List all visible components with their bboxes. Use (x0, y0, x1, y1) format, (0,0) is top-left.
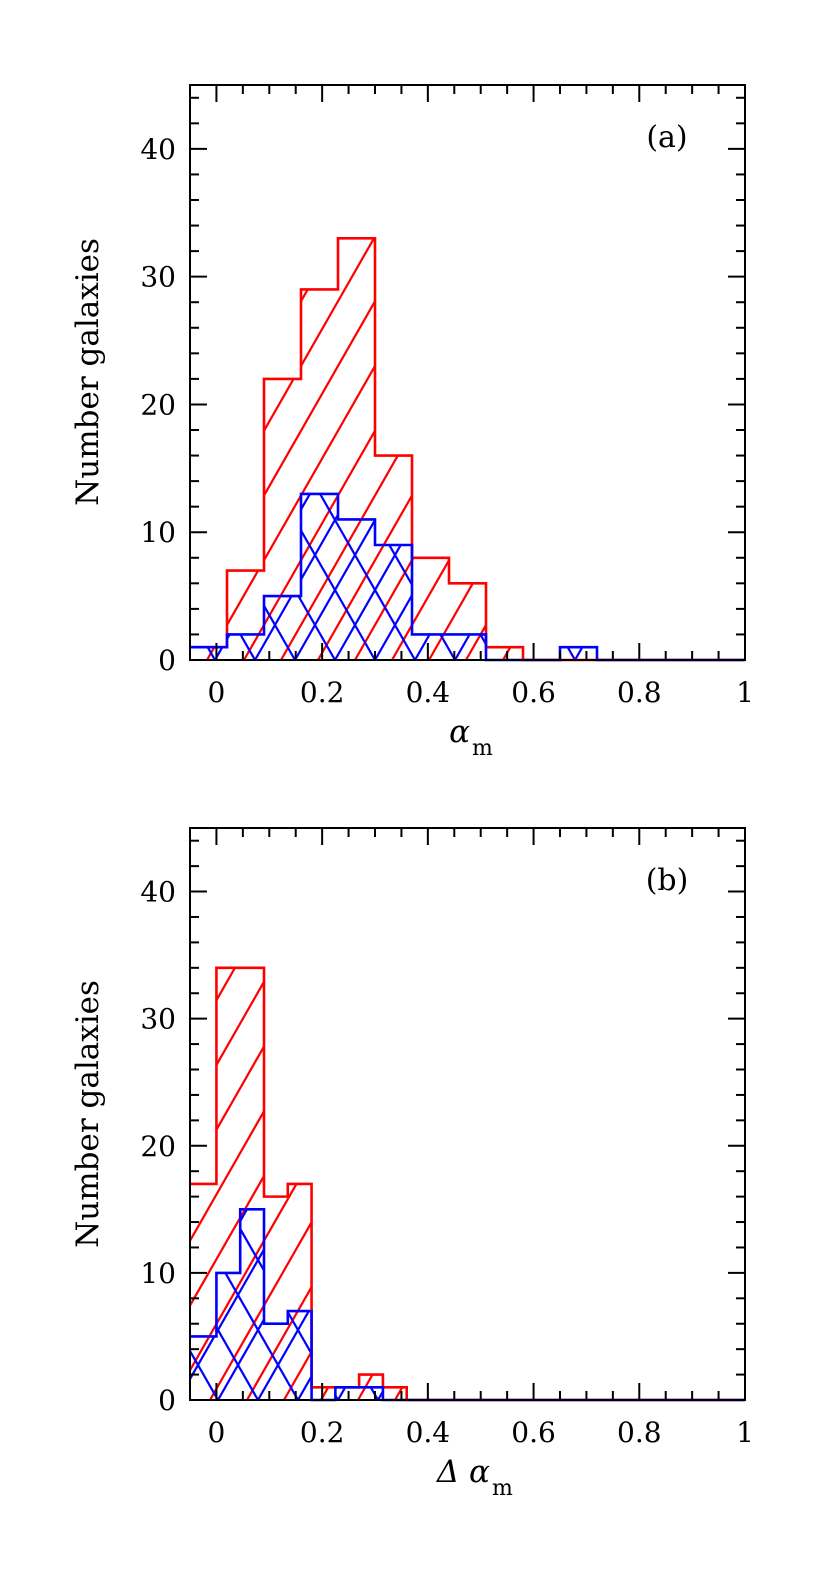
x-axis-label-b: Δ α (436, 1454, 490, 1490)
x-tick-label-a: 0 (208, 676, 226, 709)
tick-layer-a (189, 85, 746, 661)
plot-frame-b (189, 827, 746, 1401)
step-layer-a (190, 136, 745, 662)
x-tick-label-a: 0.6 (511, 676, 556, 709)
y-tick-label-b: 0 (158, 1384, 176, 1417)
x-tick-label-b: 1 (736, 1416, 754, 1449)
y-tick-label-a: 0 (158, 644, 176, 677)
histogram-black-b (190, 866, 745, 1400)
tick-layer-b (189, 828, 746, 1401)
x-tick-label-a: 0.2 (300, 676, 345, 709)
y-tick-label-b: 40 (140, 876, 176, 909)
hatch-blue-b (190, 1209, 383, 1400)
x-tick-label-a: 0.4 (406, 676, 451, 709)
x-tick-label-b: 0.2 (300, 1416, 345, 1449)
x-tick-label-b: 0.4 (406, 1416, 451, 1449)
x-tick-label-b: 0 (208, 1416, 226, 1449)
histogram-red-b (190, 966, 745, 1402)
histogram-black-a (190, 136, 745, 660)
x-axis-label-sub-b: m (492, 1476, 513, 1501)
x-tick-label-a: 1 (736, 676, 754, 709)
y-tick-label-b: 30 (140, 1003, 176, 1036)
panel-label-b: (b) (646, 863, 689, 898)
y-tick-label-a: 40 (140, 133, 176, 166)
hatch-blue-a (190, 493, 597, 660)
y-tick-label-b: 20 (140, 1130, 176, 1163)
y-tick-label-a: 20 (140, 388, 176, 421)
hatch-layer-a (190, 238, 597, 660)
hatch-red-b (190, 967, 407, 1400)
histogram-blue-a (190, 492, 745, 662)
y-axis-label-b: Number galaxies (70, 980, 106, 1248)
y-tick-label-a: 30 (140, 261, 176, 294)
step-layer-b (190, 866, 745, 1402)
x-tick-label-b: 0.8 (617, 1416, 662, 1449)
hatch-layer-b (190, 967, 407, 1400)
y-tick-label-b: 10 (140, 1257, 176, 1290)
panel-label-a: (a) (646, 120, 687, 155)
x-axis-label-sub-a: m (472, 736, 493, 761)
hatch-red-a (190, 238, 523, 660)
x-tick-label-b: 0.6 (511, 1416, 556, 1449)
x-axis-label-a: α (449, 714, 470, 750)
plot-frame-a (189, 84, 746, 661)
y-tick-label-a: 10 (140, 516, 176, 549)
x-tick-label-a: 0.8 (617, 676, 662, 709)
y-axis-label-a: Number galaxies (70, 238, 106, 506)
